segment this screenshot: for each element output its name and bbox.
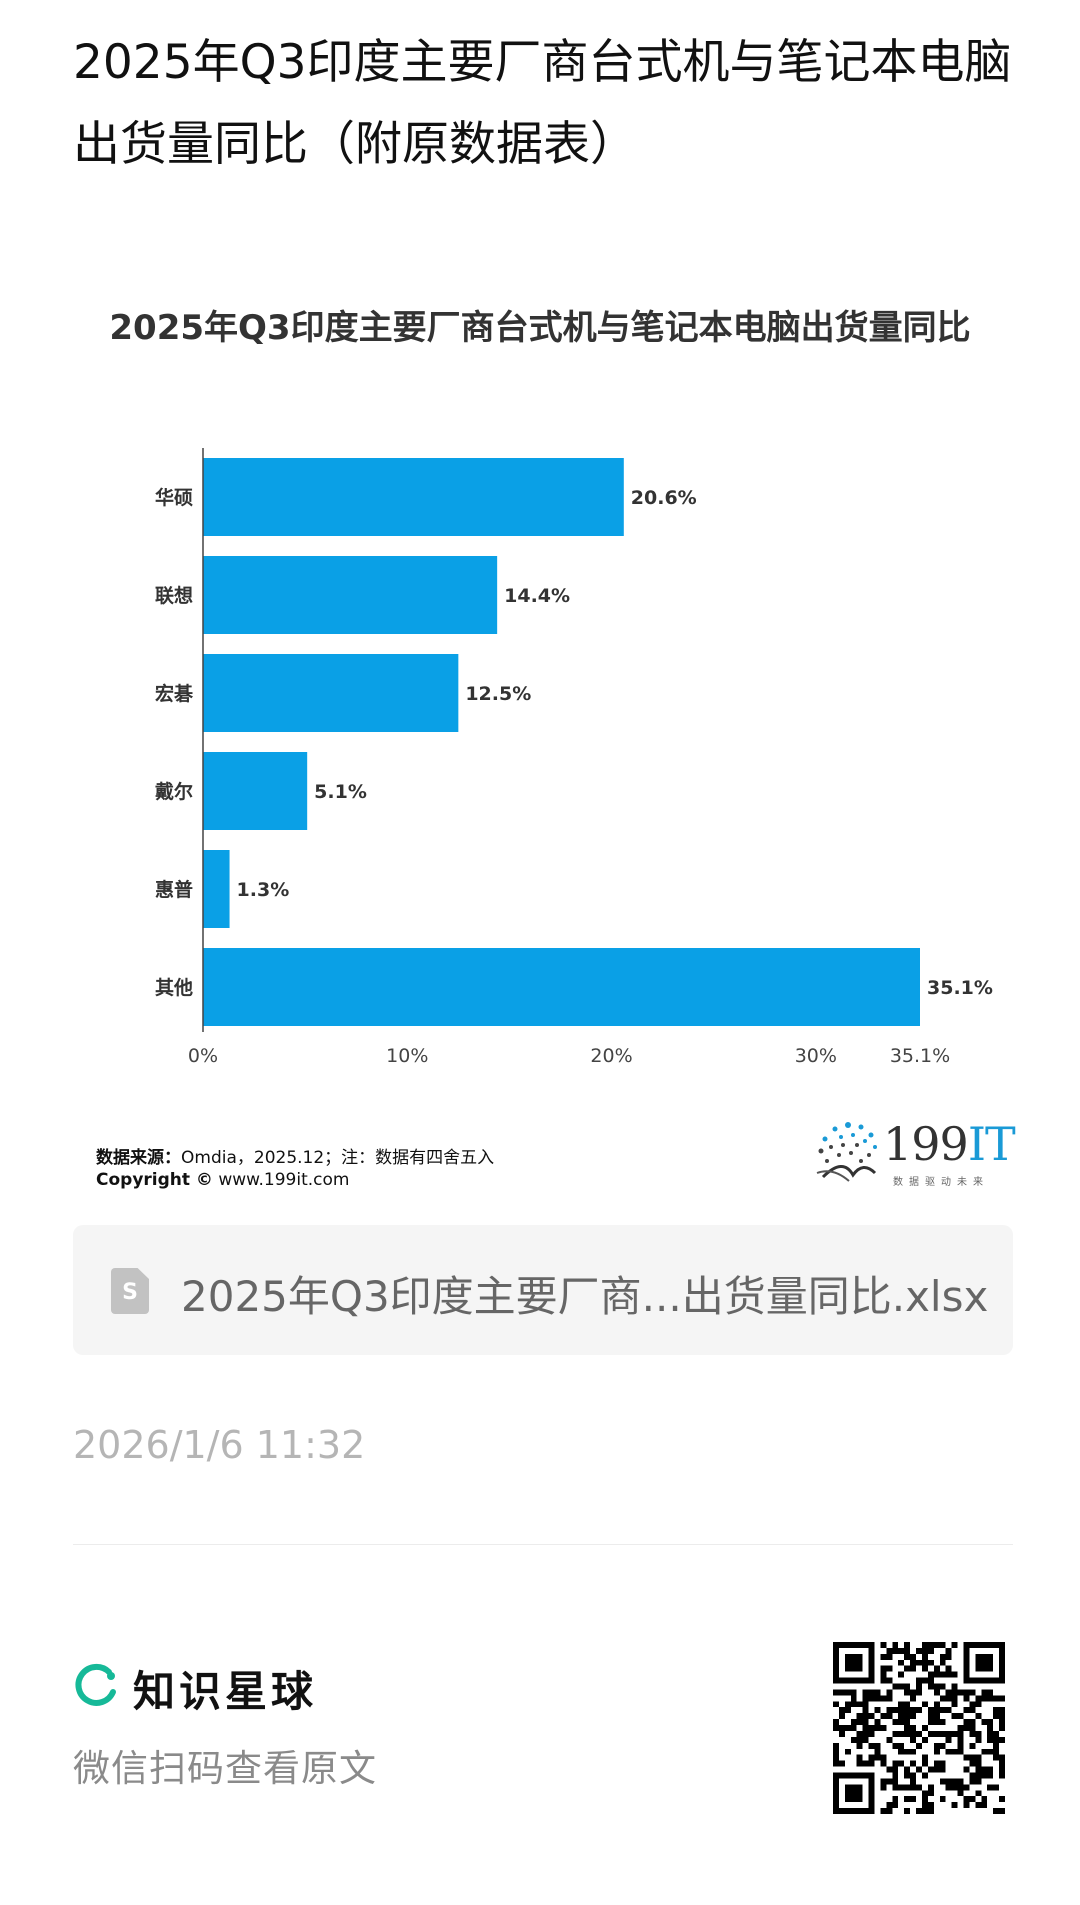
attachment-card[interactable]: S 2025年Q3印度主要厂商...出货量同比.xlsx — [73, 1225, 1013, 1355]
value-label: 14.4% — [504, 585, 570, 607]
value-label: 12.5% — [465, 683, 531, 705]
page-title: 2025年Q3印度主要厂商台式机与笔记本电脑出货量同比（附原数据表） — [73, 35, 1012, 172]
category-label: 宏碁 — [155, 682, 194, 705]
scan-hint: 微信扫码查看原文 — [73, 1747, 377, 1790]
publish-timestamp: 2026/1/6 11:32 — [73, 1423, 366, 1467]
brand-name: 知识星球 — [133, 1667, 318, 1716]
199it-tagline: 数据驱动未来 — [893, 1177, 989, 1188]
bar-chart: 华硕 20.6% 联想 14.4% 宏碁 12.5% 戴尔 5.1% 惠普 1.3% 其他 35.1%… — [155, 448, 993, 1067]
dandelion-icon — [816, 1122, 877, 1182]
x-tick-label: 20% — [590, 1045, 632, 1067]
value-label: 1.3% — [237, 879, 290, 901]
bar — [203, 752, 308, 830]
category-label: 华硕 — [155, 486, 193, 509]
bar — [203, 654, 459, 732]
x-tick-label: 35.1% — [890, 1045, 950, 1067]
x-tick-label: 30% — [795, 1045, 837, 1067]
divider — [73, 1544, 1013, 1545]
copyright-line: Copyright © www.199it.com — [96, 1170, 349, 1190]
x-tick-label: 10% — [386, 1045, 428, 1067]
category-label: 惠普 — [155, 878, 193, 901]
data-source-label: 数据来源： — [96, 1148, 181, 1168]
data-source-text: Omdia，2025.12；注：数据有四舍五入 — [181, 1148, 495, 1168]
spreadsheet-file-icon: S — [111, 1268, 149, 1314]
x-tick-label: 0% — [188, 1045, 218, 1067]
value-label: 5.1% — [314, 781, 367, 803]
category-label: 戴尔 — [155, 780, 193, 803]
bar — [203, 850, 230, 928]
value-label: 20.6% — [631, 487, 697, 509]
copyright-url[interactable]: www.199it.com — [218, 1170, 350, 1190]
data-source-line: 数据来源：Omdia，2025.12；注：数据有四舍五入 — [96, 1143, 494, 1168]
199it-logo: 199IT 数据驱动未来 — [813, 1117, 1016, 1189]
qr-code-icon[interactable] — [833, 1642, 1005, 1814]
planet-ring-icon — [75, 1663, 116, 1706]
copyright-label: Copyright © — [96, 1170, 213, 1190]
chart-title: 2025年Q3印度主要厂商台式机与笔记本电脑出货量同比 — [109, 308, 971, 348]
199it-logo-text: 199IT — [883, 1117, 1016, 1171]
bar — [203, 458, 624, 536]
value-label: 35.1% — [927, 977, 993, 999]
attachment-filename: 2025年Q3印度主要厂商...出货量同比.xlsx — [181, 1272, 989, 1321]
bar — [203, 556, 498, 634]
category-label: 联想 — [155, 584, 193, 607]
category-label: 其他 — [155, 976, 193, 999]
bar — [203, 948, 920, 1026]
